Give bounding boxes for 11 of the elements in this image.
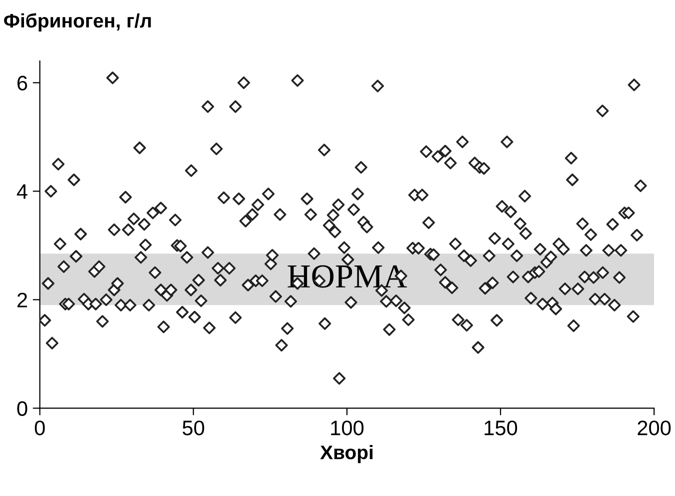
y-axis-title: Фібриноген, г/л [4,13,151,32]
y-tick-label: 6 [17,76,28,90]
y-tick-label: 2 [17,292,27,308]
x-tick-label: 100 [331,420,364,436]
x-tick-label: 200 [638,420,671,436]
y-tick-label: 4 [16,184,28,199]
x-tick-label: 150 [484,420,518,436]
y-tick-label: 0 [17,401,28,416]
x-tick-label: 0 [34,420,45,436]
x-axis-title: Хворі [320,444,372,464]
x-tick-label: 50 [182,420,204,436]
